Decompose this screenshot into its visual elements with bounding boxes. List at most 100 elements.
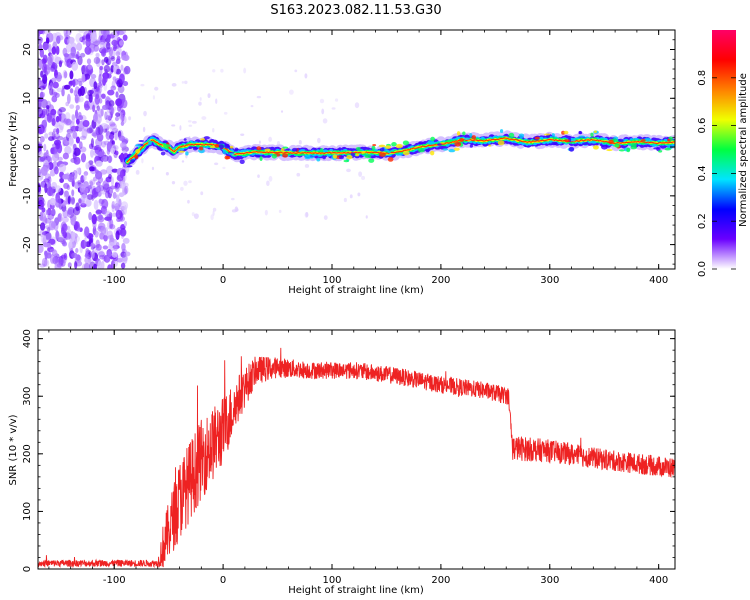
spectrogram-speckle — [64, 232, 72, 240]
spectrogram-speckle — [121, 99, 128, 109]
spectrogram-faint-speckle — [256, 95, 262, 99]
spectrogram-ridge-blob — [343, 159, 350, 163]
spectrogram-ridge-blob — [618, 149, 625, 152]
spectrogram-speckle — [101, 260, 105, 269]
spectrogram-speckle — [43, 64, 51, 75]
spectrogram-speckle — [49, 82, 53, 90]
spectrogram-speckle — [45, 37, 50, 45]
spectrogram-ridge-blob — [667, 138, 671, 142]
spectrogram-speckle — [72, 206, 81, 216]
spectrogram-faint-speckle — [358, 171, 363, 177]
spectrogram-faint-speckle — [212, 127, 215, 133]
spectrogram-ridge-blob — [319, 148, 324, 152]
spectrogram-faint-speckle — [357, 192, 361, 197]
spectrogram-speckle — [38, 183, 41, 193]
spectrogram-speckle — [111, 140, 115, 145]
spectrogram-speckle — [77, 96, 84, 103]
spectrogram-speckle — [111, 168, 119, 173]
spectrogram-speckle — [85, 38, 91, 47]
spectrogram-speckle — [88, 93, 93, 103]
spectrogram-speckle — [93, 56, 101, 64]
spectrogram-speckle — [47, 55, 53, 66]
spectrogram-speckle — [46, 105, 50, 110]
spectrogram-speckle — [43, 143, 47, 152]
spectrogram-speckle — [97, 191, 102, 197]
spectrogram-ridge-blob — [346, 154, 353, 160]
spectrogram-speckle — [58, 60, 63, 68]
spectrogram-speckle — [59, 177, 64, 183]
spectrogram-speckle — [38, 151, 43, 158]
spectrogram-speckle — [76, 50, 80, 60]
spectrogram-speckle — [57, 212, 63, 223]
spectrogram-speckle — [75, 104, 80, 111]
spectrogram-speckle — [51, 118, 56, 126]
spectrogram-speckle — [78, 141, 83, 149]
spectrogram-ridge-blob — [224, 143, 230, 149]
spectrogram-ridge-blob — [429, 141, 436, 145]
spectrogram-speckle — [114, 130, 118, 141]
spectrogram-speckle — [91, 214, 97, 225]
spectrogram-speckle — [103, 64, 111, 73]
spectrogram-speckle — [88, 211, 92, 221]
spectrogram-faint-speckle — [346, 168, 351, 173]
spectrogram-faint-speckle — [304, 212, 309, 218]
spectrogram-speckle — [84, 46, 92, 55]
spectrogram-speckle — [88, 261, 96, 269]
spectrogram-faint-speckle — [152, 95, 155, 100]
spectrogram-ridge-blob — [297, 153, 302, 157]
snr-frame — [37, 329, 676, 570]
spectrogram-ridge-blob — [606, 148, 613, 152]
spectrogram-speckle — [81, 128, 88, 139]
spectrogram-faint-speckle — [215, 98, 218, 104]
spectrogram-faint-speckle — [212, 207, 217, 212]
spectrogram-speckle — [115, 51, 121, 57]
spectrogram-frame — [37, 29, 676, 270]
spectrogram-speckle — [92, 47, 99, 52]
spectrogram-speckle — [51, 77, 57, 83]
spectrogram-faint-speckle — [231, 197, 235, 201]
spectrogram-speckle — [58, 107, 66, 113]
spectrogram-speckle — [86, 194, 94, 200]
spectrogram-ridge-blob — [291, 147, 298, 152]
spectrogram-faint-speckle — [280, 110, 284, 113]
snr-y-label: SNR (10 * v/v) — [8, 414, 19, 485]
spectrogram-speckle — [56, 128, 60, 135]
spectrogram-speckle — [80, 152, 87, 163]
spectrogram-ridge-blob — [402, 140, 409, 146]
spectrogram-speckle — [123, 220, 128, 227]
spectrogram-faint-speckle — [317, 137, 321, 144]
spectrogram-speckle — [115, 58, 121, 65]
spectrogram-speckle — [39, 212, 47, 222]
spectrogram-ridge-blob — [316, 157, 321, 162]
spectrogram-ridge-blob — [138, 140, 144, 143]
spectrogram-speckle — [122, 54, 130, 62]
spectrogram-speckle — [120, 121, 125, 126]
spectrogram-speckle — [46, 112, 53, 123]
spectrogram-speckle — [93, 199, 99, 210]
spectrogram-speckle — [110, 105, 114, 115]
spectrogram-faint-speckle — [231, 209, 237, 213]
spectrogram-ridge-blob — [219, 144, 224, 150]
spectrogram-ridge-blob — [332, 154, 338, 159]
spectrogram-speckle — [76, 167, 81, 174]
spectrogram-faint-speckle — [188, 180, 192, 184]
spectrogram-faint-speckle — [354, 102, 360, 109]
colorbar-tick-label: 0.0 — [697, 261, 708, 277]
spectrogram-speckle — [45, 233, 52, 240]
spectrogram-ridge-blob — [402, 150, 410, 156]
spectrogram-speckle — [99, 65, 104, 71]
spectrogram-ridge-blob — [402, 145, 407, 149]
spectrogram-speckle — [109, 185, 116, 190]
spectrogram-speckle — [110, 85, 117, 91]
spectrogram-speckle — [53, 133, 61, 140]
spectrogram-ridge-blob — [209, 145, 216, 149]
spectrogram-speckle — [65, 43, 71, 53]
spectrogram-ridge-blob — [592, 145, 599, 150]
spectrogram-speckle — [38, 107, 44, 118]
spectrogram-speckle — [70, 217, 76, 226]
spectrogram-speckle — [104, 216, 112, 221]
spectrogram-speckle — [38, 30, 45, 34]
spectrogram-ridge-blob — [471, 135, 477, 140]
spectrogram-speckle — [115, 98, 123, 107]
spectrogram-speckle — [79, 135, 87, 140]
